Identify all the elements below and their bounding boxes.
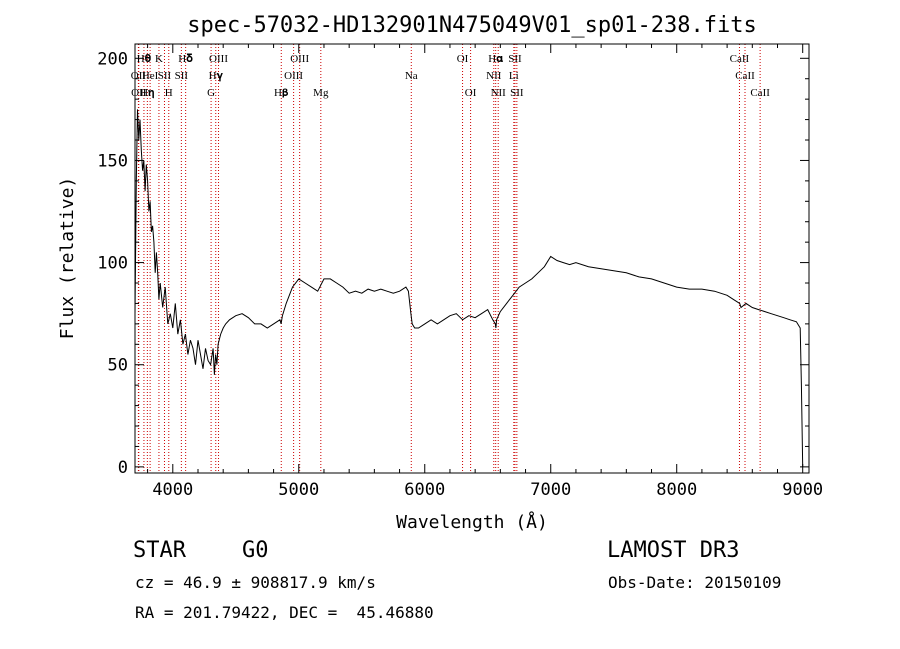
line-marker-label-22: NII <box>491 87 507 99</box>
spectrum-series-line <box>134 109 804 467</box>
line-marker-label-17: Na <box>405 70 418 82</box>
subclass-label: G0 <box>242 538 269 563</box>
x-tick-label-1: 5000 <box>278 480 319 500</box>
line-marker-labels: OIIOIIH𝛉H𝛈HeIKSIIHH𝛅SIIGH𝛄OIIIH𝛃OIIIOIII… <box>131 53 770 99</box>
x-tick-label-2: 6000 <box>404 480 445 500</box>
line-marker-label-5: K <box>155 53 163 65</box>
line-marker-label-13: H𝛃 <box>274 87 289 99</box>
line-marker-label-11: H𝛄 <box>209 70 224 82</box>
x-axis: 4000 5000 6000 7000 8000 9000 <box>147 44 823 500</box>
class-label: STAR <box>133 538 186 563</box>
line-marker-label-19: OI <box>465 87 477 99</box>
spectrum-plot: spec-57032-HD132901N475049V01_sp01-238.f… <box>57 13 823 533</box>
line-marker-label-3: H𝛈 <box>140 87 155 99</box>
y-axis: 0 50 100 150 200 <box>97 49 809 478</box>
line-marker-label-20: NII <box>486 70 502 82</box>
y-tick-label-4: 200 <box>97 49 128 69</box>
line-marker-label-27: CaII <box>735 70 755 82</box>
line-marker-label-7: H <box>165 87 173 99</box>
line-marker-label-16: Mg <box>313 87 329 99</box>
line-marker-label-9: SII <box>175 70 189 82</box>
line-marker-label-28: CaII <box>750 87 770 99</box>
y-tick-label-1: 50 <box>108 356 128 376</box>
line-marker-label-2: H𝛉 <box>137 53 152 65</box>
line-markers <box>137 44 761 473</box>
line-marker-label-14: OIII <box>284 70 303 82</box>
line-marker-label-12: OIII <box>209 53 228 65</box>
chart-title: spec-57032-HD132901N475049V01_sp01-238.f… <box>187 13 757 38</box>
line-marker-label-18: OI <box>457 53 469 65</box>
y-tick-label-3: 150 <box>97 151 128 171</box>
x-axis-label: Wavelength (Å) <box>396 511 548 533</box>
survey-label: LAMOST DR3 <box>607 538 740 563</box>
line-marker-label-26: CaII <box>730 53 750 65</box>
y-tick-label-0: 0 <box>118 458 128 478</box>
x-tick-label-3: 7000 <box>530 480 571 500</box>
line-marker-label-24: SII <box>508 53 522 65</box>
coordinates-readout: RA = 201.79422, DEC = 45.46880 <box>135 603 434 622</box>
line-marker-label-4: HeI <box>142 70 159 82</box>
x-tick-label-0: 4000 <box>152 480 193 500</box>
y-tick-label-2: 100 <box>97 254 128 274</box>
line-marker-label-8: H𝛅 <box>178 53 193 65</box>
obs-date: Obs-Date: 20150109 <box>608 573 782 592</box>
x-tick-label-4: 8000 <box>656 480 697 500</box>
line-marker-label-21: H𝛂 <box>488 53 503 65</box>
line-marker-label-25: SII <box>510 87 524 99</box>
line-marker-label-10: G <box>207 87 215 99</box>
cz-readout: cz = 46.9 ± 908817.9 km/s <box>135 573 376 592</box>
plot-frame <box>134 43 810 474</box>
line-marker-label-15: OIII <box>290 53 309 65</box>
line-marker-label-23: Li <box>509 70 519 82</box>
y-axis-label: Flux (relative) <box>57 177 78 340</box>
line-marker-label-6: SII <box>158 70 172 82</box>
x-tick-label-5: 9000 <box>782 480 823 500</box>
